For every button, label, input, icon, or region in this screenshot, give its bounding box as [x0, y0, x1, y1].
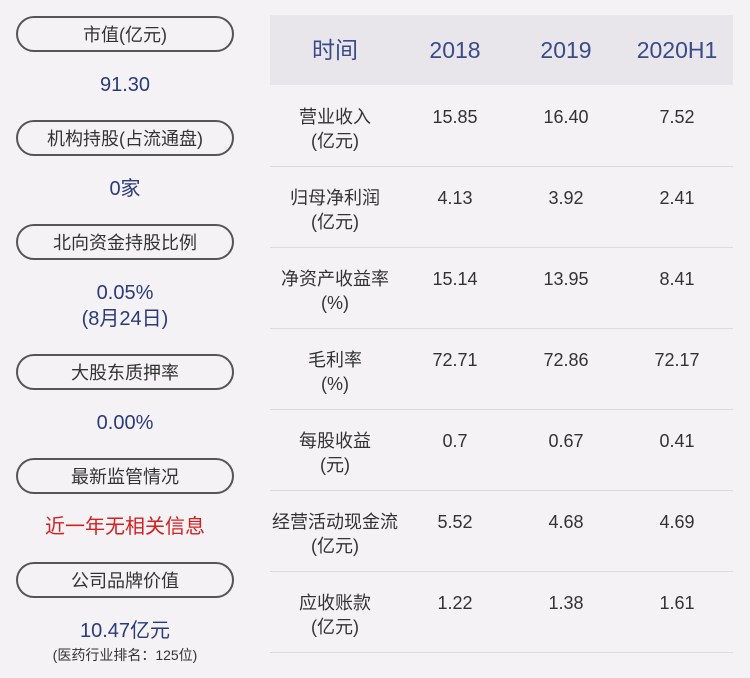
- metric-value: 近一年无相关信息: [45, 516, 205, 538]
- row-value: 72.71: [432, 350, 478, 370]
- header-cell: 时间: [312, 37, 358, 63]
- metric-label: 机构持股(占流通盘): [16, 120, 234, 156]
- row-divider: [270, 571, 733, 572]
- row-value: 5.52: [437, 512, 473, 532]
- row-value: 15.85: [432, 107, 478, 127]
- row-value: 0.41: [659, 431, 695, 451]
- header-cell: 2020H1: [636, 37, 718, 63]
- row-divider: [270, 409, 733, 410]
- metric-label: 公司品牌价值: [16, 562, 234, 598]
- row-unit: (亿元): [311, 617, 359, 637]
- row-value: 16.40: [543, 107, 589, 127]
- row-divider: [270, 247, 733, 248]
- metric-label: 北向资金持股比例: [16, 224, 234, 260]
- row-divider: [270, 490, 733, 491]
- row-value: 8.41: [659, 269, 695, 289]
- header-cell: 2019: [540, 37, 592, 63]
- metric-value: 0.05%: [96, 282, 154, 304]
- row-value: 4.68: [548, 512, 584, 532]
- row-unit: (亿元): [311, 131, 359, 151]
- metric-note: (医药行业排名：125位): [52, 647, 198, 663]
- header-cell: 2018: [429, 37, 481, 63]
- row-unit: (%): [321, 374, 349, 394]
- metric-label: 大股东质押率: [16, 354, 234, 390]
- row-unit: (亿元): [311, 536, 359, 556]
- row-unit: (元): [320, 455, 350, 475]
- row-value: 0.67: [548, 431, 584, 451]
- row-value: 4.69: [659, 512, 695, 532]
- row-value: 13.95: [543, 269, 589, 289]
- metric-value: 10.47亿元: [79, 620, 171, 642]
- row-value: 2.41: [659, 188, 695, 208]
- table-header: [270, 15, 733, 85]
- row-value: 7.52: [659, 107, 695, 127]
- row-value: 1.22: [437, 593, 473, 613]
- row-value: 72.86: [543, 350, 589, 370]
- row-name: 净资产收益率: [281, 269, 389, 289]
- row-name: 归母净利润: [290, 188, 380, 208]
- row-value: 4.13: [437, 188, 473, 208]
- row-name: 营业收入: [299, 107, 371, 127]
- row-unit: (亿元): [311, 212, 359, 232]
- row-name: 应收账款: [299, 593, 371, 613]
- row-value: 0.7: [442, 431, 468, 451]
- metric-label: 最新监管情况: [16, 458, 234, 494]
- metric-value: 91.30: [99, 74, 151, 96]
- row-divider: [270, 166, 733, 167]
- metric-value: 0家: [109, 178, 141, 200]
- metric-value: 0.00%: [96, 412, 154, 434]
- row-unit: (%): [321, 293, 349, 313]
- row-value: 1.38: [548, 593, 584, 613]
- row-divider: [270, 652, 733, 653]
- row-value: 1.61: [659, 593, 695, 613]
- metric-note: (8月24日): [81, 308, 169, 330]
- row-divider: [270, 328, 733, 329]
- row-value: 3.92: [548, 188, 584, 208]
- row-name: 每股收益: [299, 431, 371, 451]
- row-name: 毛利率: [308, 350, 362, 370]
- row-value: 15.14: [432, 269, 478, 289]
- row-name: 经营活动现金流: [272, 512, 398, 532]
- metric-label: 市值(亿元): [16, 16, 234, 52]
- row-value: 72.17: [654, 350, 700, 370]
